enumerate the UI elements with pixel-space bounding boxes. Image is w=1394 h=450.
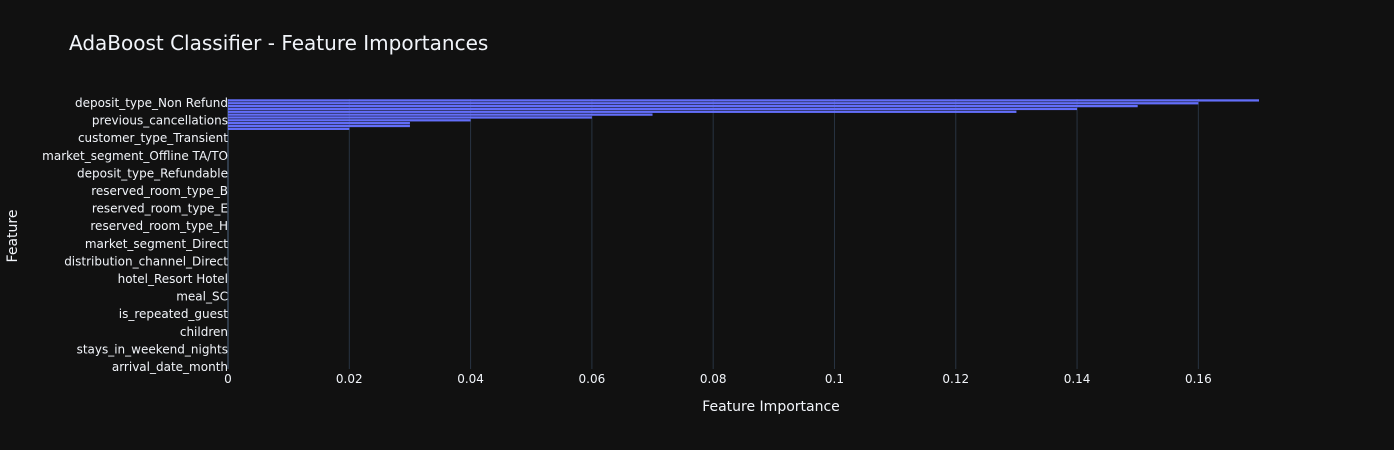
x-tick-label: 0.14 (1064, 372, 1091, 386)
bar (228, 119, 471, 122)
bar (228, 104, 1138, 108)
y-axis-title: Feature (5, 210, 21, 263)
x-tick-label: 0.1 (825, 372, 844, 386)
y-tick-label: deposit_type_Refundable (77, 166, 228, 180)
y-tick-label: market_segment_Direct (85, 237, 228, 251)
grid-layer (227, 99, 1199, 369)
y-tick-label: reserved_room_type_H (90, 219, 228, 233)
y-tick-label: distribution_channel_Direct (64, 254, 228, 268)
bar (228, 110, 1017, 113)
x-axis-title: Feature Importance (702, 399, 840, 415)
y-tick-label: customer_type_Transient (78, 131, 228, 145)
x-tick-label: 0.02 (336, 372, 363, 386)
x-tick-label: 0.04 (457, 372, 484, 386)
x-tick-label: 0.12 (942, 372, 969, 386)
bar (228, 122, 410, 125)
y-tick-label: arrival_date_month (112, 360, 228, 374)
y-tick-label: meal_SC (176, 290, 228, 304)
y-tick-label: children (180, 325, 228, 339)
x-tick-label: 0.06 (579, 372, 606, 386)
bar-layer (228, 99, 1259, 130)
y-tick-labels: deposit_type_Non Refund previous_cancella… (42, 96, 228, 374)
y-tick-label: stays_in_weekend_nights (77, 342, 228, 356)
bar (228, 116, 592, 119)
y-tick-label: deposit_type_Non Refund (75, 96, 228, 110)
x-tick-label: 0.16 (1185, 372, 1212, 386)
bar (228, 102, 1199, 105)
bar (228, 127, 350, 130)
bar (228, 124, 410, 128)
x-tick-labels: 0 0.02 0.04 0.06 0.08 0.1 0.12 0.14 0.16 (224, 372, 1212, 386)
bar (228, 99, 1259, 102)
bar (228, 113, 653, 116)
y-tick-label: reserved_room_type_E (92, 202, 228, 216)
bar (228, 107, 1078, 111)
y-tick-label: reserved_room_type_B (91, 184, 228, 198)
x-tick-label: 0 (224, 372, 232, 386)
chart-title: AdaBoost Classifier - Feature Importance… (69, 31, 488, 55)
y-tick-label: previous_cancellations (92, 114, 228, 128)
y-tick-label: market_segment_Offline TA/TO (42, 149, 228, 163)
y-tick-label: is_repeated_guest (119, 307, 229, 321)
x-tick-label: 0.08 (700, 372, 727, 386)
y-tick-label: hotel_Resort Hotel (118, 272, 228, 286)
